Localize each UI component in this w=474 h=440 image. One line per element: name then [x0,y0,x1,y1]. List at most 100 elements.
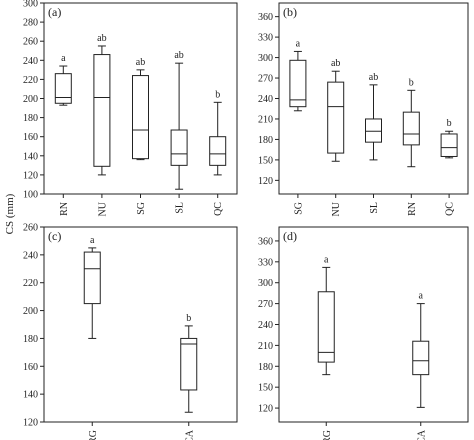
y-tick-label: 270 [258,299,273,310]
y-tick-label: 330 [258,257,273,268]
y-tick-label: 160 [23,362,38,373]
panel-label: (a) [48,5,61,19]
iqr-box [83,251,101,305]
y-tick-label: 120 [258,404,273,415]
y-tick-label: 120 [258,176,273,187]
y-tick-label: 120 [23,170,38,181]
shared-y-axis-label: CS (mm) [4,193,16,234]
y-tick-label: 220 [23,278,38,289]
iqr-box [93,54,111,167]
x-tick-label: RG [322,430,333,440]
box-RN: a [54,53,72,106]
box-RG: a [83,235,101,339]
significance-letter: ab [97,33,106,44]
y-tick-label: 140 [23,151,38,162]
iqr-box [180,337,198,391]
iqr-box [317,291,335,363]
significance-letter: a [90,235,95,246]
significance-letter: ab [369,72,378,83]
y-tick-label: 270 [258,74,273,85]
y-tick-label: 180 [23,334,38,345]
iqr-box [170,129,188,166]
box-SG: a [289,38,307,112]
x-tick-label: RN [407,202,418,216]
x-tick-label: CA [184,429,195,440]
y-tick-label: 300 [258,278,273,289]
y-tick-label: 260 [23,223,38,234]
y-tick-label: 100 [23,190,38,201]
y-tick-label: 220 [23,75,38,86]
x-tick-label: QC [445,202,456,216]
y-tick-label: 360 [258,236,273,247]
panel-label: (d) [283,229,297,243]
plot-frame [278,226,469,423]
iqr-box [440,133,458,157]
y-tick-label: 180 [258,362,273,373]
x-tick-label: NU [331,201,342,216]
y-tick-label: 150 [258,155,273,166]
y-tick-label: 200 [23,306,38,317]
significance-letter: ab [331,58,340,69]
y-tick-label: 180 [23,113,38,124]
panel-3: (c) 120 140 160 180 200 220 240 260 a RG b CA [23,223,238,440]
iqr-box [327,81,345,154]
panel-1: (a) 100 120 140 160 180 200 220 240 260 280 300 a RN a… [23,0,238,216]
y-tick-label: 300 [23,0,38,10]
y-tick-label: 200 [23,94,38,105]
x-tick-label: SG [136,202,147,215]
y-tick-label: 180 [258,135,273,146]
y-tick-label: 210 [258,341,273,352]
panel-2: (b) 120 150 180 210 240 270 300 330 360 a SG ab NU ab S… [258,2,469,216]
significance-letter: b [215,89,220,100]
panel-label: (c) [48,229,61,243]
y-tick-label: 240 [23,56,38,67]
iqr-box [402,111,420,146]
box-RG: a [317,254,335,376]
y-tick-label: 360 [258,12,273,23]
iqr-box [54,73,72,104]
x-tick-label: RG [88,430,99,440]
x-tick-label: SL [175,202,186,214]
y-tick-label: 280 [23,18,38,29]
y-tick-label: 260 [23,37,38,48]
box-SL: ab [170,50,188,190]
y-tick-label: 330 [258,33,273,44]
significance-letter: a [61,53,66,64]
x-tick-label: RN [59,202,70,216]
x-tick-label: QC [213,202,224,216]
x-tick-label: SL [369,202,380,214]
box-RN: b [402,77,420,168]
plot-frame [43,226,238,423]
significance-letter: ab [174,50,183,61]
significance-letter: b [186,313,191,324]
y-tick-label: 120 [23,418,38,429]
y-tick-label: 150 [258,383,273,394]
y-tick-label: 140 [23,390,38,401]
y-tick-label: 240 [258,94,273,105]
x-tick-label: SG [293,202,304,215]
significance-letter: ab [136,57,145,68]
y-tick-label: 300 [258,53,273,64]
significance-letter: a [324,254,329,265]
y-tick-label: 160 [23,132,38,143]
box-SG: ab [132,57,149,161]
iqr-box [289,59,307,108]
iqr-box [132,75,149,160]
box-CA: a [412,291,430,408]
y-tick-label: 210 [258,114,273,125]
y-tick-label: 240 [23,250,38,261]
significance-letter: a [296,38,301,49]
x-tick-label: CA [416,429,427,440]
iqr-box [365,118,382,143]
significance-letter: b [447,118,452,129]
iqr-box [209,136,227,166]
panel-label: (b) [283,5,297,19]
box-CA: b [180,313,198,413]
panel-4: (d) 120 150 180 210 240 270 300 330 360 a RG a CA [258,226,469,440]
significance-letter: a [419,291,424,302]
box-SL: ab [365,72,382,161]
y-tick-label: 240 [258,320,273,331]
box-QC: b [440,118,458,159]
box-QC: b [209,89,227,176]
